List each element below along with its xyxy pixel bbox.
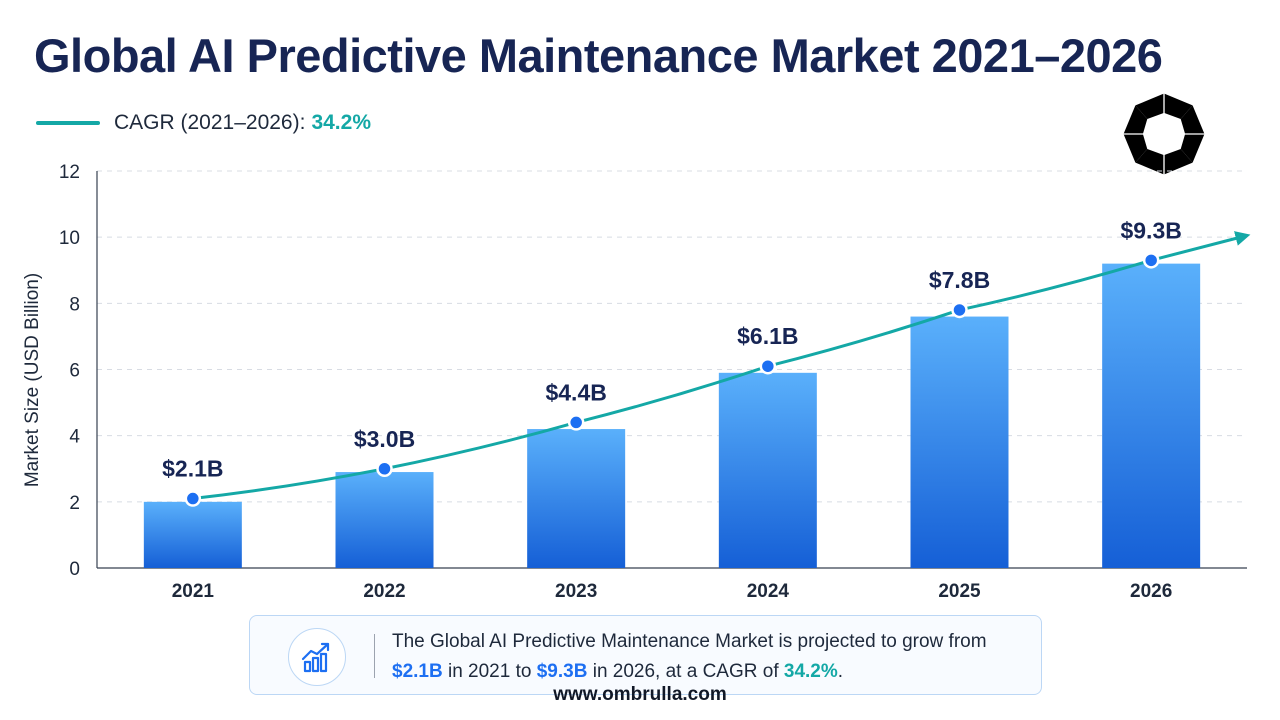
cagr-trend-line bbox=[192, 231, 1251, 501]
bar-2024 bbox=[718, 372, 817, 568]
chart-title: Global AI Predictive Maintenance Market … bbox=[34, 29, 1163, 82]
x-tick-label: 2024 bbox=[747, 581, 790, 602]
website-footer[interactable]: www.ombrulla.com bbox=[553, 684, 727, 705]
legend-line-swatch bbox=[36, 121, 100, 125]
callout-divider bbox=[374, 634, 375, 678]
callout-cagr-value: 34.2% bbox=[783, 661, 838, 682]
y-tick-label: 8 bbox=[69, 294, 80, 315]
trend-point-2025 bbox=[951, 301, 968, 319]
data-label-2023: $4.4B bbox=[545, 379, 606, 405]
x-tick-label: 2022 bbox=[363, 581, 405, 602]
data-label-2021: $2.1B bbox=[162, 456, 223, 482]
trend-point-2022 bbox=[376, 460, 393, 477]
x-tick-label: 2021 bbox=[172, 581, 215, 602]
y-tick-label: 4 bbox=[69, 427, 80, 448]
bar-2025 bbox=[910, 316, 1009, 568]
y-tick-label: 10 bbox=[59, 228, 80, 249]
callout-end-value: $9.3B bbox=[536, 661, 588, 682]
data-label-2026: $9.3B bbox=[1120, 217, 1181, 243]
trend-point-2026 bbox=[1142, 252, 1160, 269]
cagr-legend: CAGR (2021–2026): 34.2% bbox=[36, 111, 371, 135]
trend-point-2021 bbox=[184, 490, 202, 507]
legend-label: CAGR (2021–2026): bbox=[114, 111, 306, 134]
growth-chart-icon bbox=[288, 628, 346, 686]
trend-point-2023 bbox=[567, 414, 585, 431]
callout-start-value: $2.1B bbox=[392, 661, 443, 682]
callout-text-part: in 2021 to bbox=[442, 661, 537, 682]
data-label-2025: $7.8B bbox=[929, 267, 990, 293]
x-tick-label: 2026 bbox=[1130, 581, 1172, 602]
y-tick-label: 6 bbox=[69, 361, 80, 382]
y-tick-label: 2 bbox=[69, 493, 80, 514]
y-tick-label: 12 bbox=[59, 162, 80, 183]
x-tick-label: 2023 bbox=[555, 581, 597, 602]
y-tick-label: 0 bbox=[69, 559, 80, 580]
x-tick-label: 2025 bbox=[938, 581, 981, 602]
legend-value: 34.2% bbox=[311, 111, 371, 134]
data-label-2024: $6.1B bbox=[737, 323, 798, 349]
trend-point-2024 bbox=[759, 357, 777, 375]
data-label-2022: $3.0B bbox=[354, 426, 415, 452]
bar-2023 bbox=[527, 429, 626, 568]
summary-callout: The Global AI Predictive Maintenance Mar… bbox=[249, 615, 1042, 695]
bar-2022 bbox=[335, 472, 434, 568]
callout-text-part: The Global AI Predictive Maintenance Mar… bbox=[392, 631, 987, 652]
bar-2026 bbox=[1102, 263, 1201, 568]
callout-text: The Global AI Predictive Maintenance Mar… bbox=[392, 627, 1012, 687]
umbrella-logo-icon bbox=[1123, 93, 1205, 175]
callout-text-part: . bbox=[837, 661, 844, 682]
y-axis-label: Market Size (USD Billion) bbox=[22, 272, 43, 488]
callout-text-part: in 2026, at a CAGR of bbox=[587, 661, 784, 682]
bar-2021 bbox=[143, 501, 242, 568]
